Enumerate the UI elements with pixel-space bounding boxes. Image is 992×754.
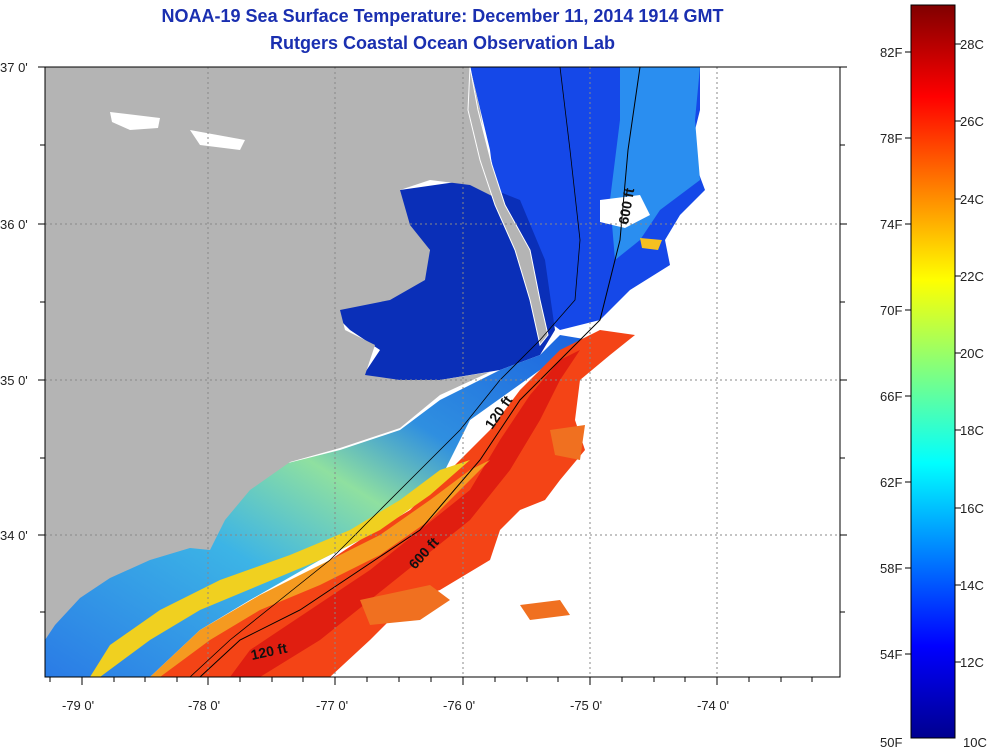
- lat-tick-35: 35 0': [0, 373, 28, 388]
- colorbar-f-78: 78F: [880, 131, 902, 146]
- shelf-yellow-band: [90, 460, 470, 677]
- colorbar-f-54: 54F: [880, 647, 902, 662]
- colorbar-c-14: 14C: [960, 578, 984, 593]
- warm-patch-north: [640, 238, 662, 250]
- land-mass: [45, 67, 500, 640]
- lon-tick-75: -75 0': [570, 698, 602, 713]
- colorbar-c-20: 20C: [960, 346, 984, 361]
- colorbar-c-16: 16C: [960, 501, 984, 516]
- map-subtitle: Rutgers Coastal Ocean Observation Lab: [269, 33, 616, 53]
- colorbar-c-12: 12C: [960, 655, 984, 670]
- colorbar-c-22: 22C: [960, 269, 984, 284]
- lat-axis: [38, 66, 847, 613]
- lat-tick-36: 36 0': [0, 217, 28, 232]
- colorbar-c-10: 10C: [963, 735, 987, 750]
- colorbar-f-58: 58F: [880, 561, 902, 576]
- lon-tick-77: -77 0': [316, 698, 348, 713]
- warm-patches-south: [360, 425, 585, 625]
- lat-tick-34: 34 0': [0, 528, 28, 543]
- lon-tick-74: -74 0': [697, 698, 729, 713]
- colorbar-f-74: 74F: [880, 217, 902, 232]
- colorbar-c-28: 28C: [960, 37, 984, 52]
- graticule: [45, 67, 840, 677]
- colorbar-ticks: [905, 43, 961, 663]
- colorbar: [910, 4, 956, 739]
- contour-600ft: [199, 67, 641, 677]
- colorbar-f-70: 70F: [880, 303, 902, 318]
- colorbar-c-26: 26C: [960, 114, 984, 129]
- shelf-water: [45, 330, 600, 677]
- lon-tick-78: -78 0': [188, 698, 220, 713]
- contour-label-600-north: 600 ft: [615, 186, 637, 225]
- colorbar-f-66: 66F: [880, 389, 902, 404]
- gulf-stream-core: [230, 350, 580, 677]
- contour-120ft: [189, 67, 581, 677]
- colorbar-c-18: 18C: [960, 423, 984, 438]
- map-title: NOAA-19 Sea Surface Temperature: Decembe…: [161, 6, 724, 26]
- lon-tick-76: -76 0': [443, 698, 475, 713]
- sound-water: [330, 180, 555, 385]
- colorbar-f-50: 50F: [880, 735, 902, 750]
- gulf-stream-warm: [150, 330, 635, 677]
- colorbar-f-82: 82F: [880, 45, 902, 60]
- lat-tick-37: 37 0': [0, 60, 28, 75]
- inland-lake: [110, 112, 245, 150]
- lon-axis: [49, 677, 813, 685]
- lon-tick-79: -79 0': [62, 698, 94, 713]
- cloud-patch-north: [600, 195, 650, 228]
- colorbar-f-62: 62F: [880, 475, 902, 490]
- outer-banks: [467, 67, 549, 347]
- contour-label-120-south: 120 ft: [249, 640, 288, 663]
- colorbar-c-24: 24C: [960, 192, 984, 207]
